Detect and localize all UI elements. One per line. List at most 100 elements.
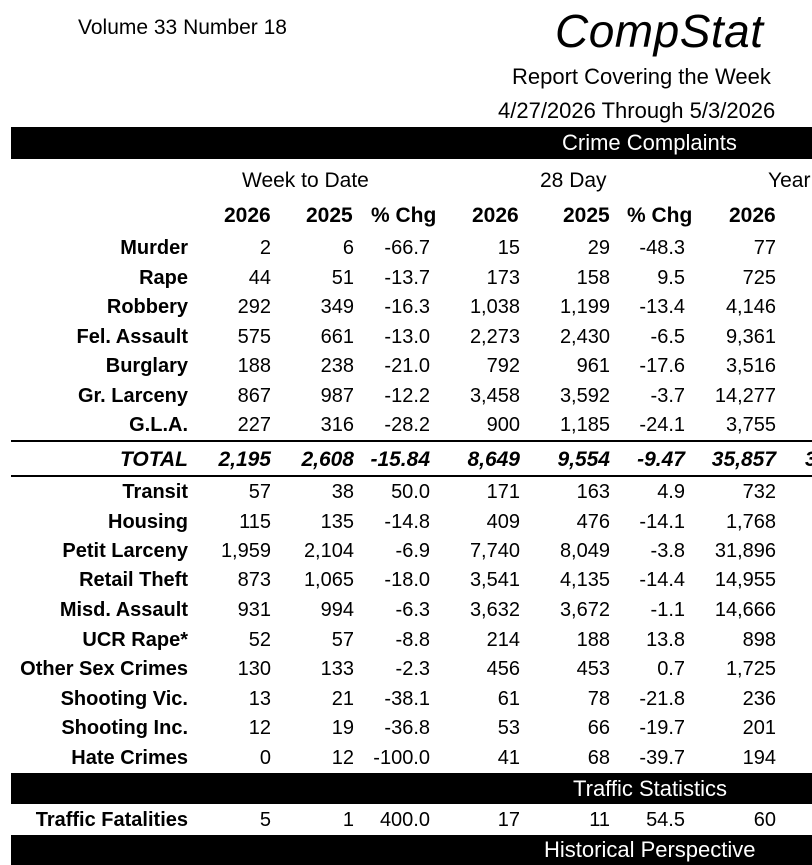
row-value: 2,104: [303, 540, 354, 562]
row-label: Gr. Larceny: [77, 385, 188, 407]
row-value: 2: [259, 237, 271, 259]
row-value: 2,195: [218, 448, 271, 471]
row-value: 476: [576, 511, 610, 533]
row-value: 14,955: [714, 569, 776, 591]
row-value: -1.1: [650, 599, 685, 621]
row-value: 9.5: [657, 267, 685, 289]
row-label: Housing: [108, 511, 188, 533]
row-value: 2,608: [301, 448, 354, 471]
row-value: -18.0: [384, 569, 430, 591]
row-value: -14.1: [639, 511, 685, 533]
row-value: 227: [237, 414, 271, 436]
traffic-statistics-title: Traffic Statistics: [573, 776, 728, 801]
row-value: 14,277: [714, 385, 776, 407]
row-value: 12: [331, 747, 354, 769]
row-value: 3,516: [725, 355, 776, 377]
row-value: 51: [331, 267, 354, 289]
row-value: 171: [486, 481, 520, 503]
compstat-title: CompStat: [555, 5, 764, 57]
row-value: -21.0: [384, 355, 430, 377]
row-value: -38.1: [384, 688, 430, 710]
row-value: 0.7: [657, 658, 685, 680]
row-value: -13.7: [384, 267, 430, 289]
col-week-2025: 2025: [306, 204, 353, 227]
row-value: 135: [320, 511, 354, 533]
row-label: Murder: [120, 237, 188, 259]
row-value: -14.4: [639, 569, 685, 591]
crime-row: Petit Larceny 1,959 2,104 -6.9 7,740 8,049 -3.…: [0, 540, 812, 568]
row-value: 68: [587, 747, 610, 769]
row-value: 3,458: [469, 385, 520, 407]
crime-row: Shooting Vic. 13 21 -38.1 61 78 -21.8 236: [0, 688, 812, 716]
row-value: 4,146: [725, 296, 776, 318]
row-value: 57: [248, 481, 271, 503]
row-value: 575: [237, 326, 271, 348]
row-value: 3,755: [725, 414, 776, 436]
row-value: 1,065: [303, 569, 354, 591]
crime-complaints-title: Crime Complaints: [562, 130, 737, 155]
row-value: -14.8: [384, 511, 430, 533]
row-value: 2,273: [469, 326, 520, 348]
row-value: 29: [587, 237, 610, 259]
historical-perspective-band: Historical Perspective: [11, 835, 812, 865]
row-value: 31,896: [714, 540, 776, 562]
row-value: 931: [237, 599, 271, 621]
row-label: Fel. Assault: [76, 326, 188, 348]
crime-row: Transit 57 38 50.0 171 163 4.9 732: [0, 481, 812, 509]
col-week-pct-chg: % Chg: [371, 204, 437, 227]
report-coverage-label: Report Covering the Week: [512, 64, 771, 89]
crime-row: Rape 44 51 -13.7 173 158 9.5 725: [0, 267, 812, 295]
row-label: Hate Crimes: [71, 747, 188, 769]
traffic-statistics-band: Traffic Statistics: [11, 773, 812, 804]
crime-row: Murder 2 6 -66.7 15 29 -48.3 77: [0, 237, 812, 265]
row-value: 1,038: [469, 296, 520, 318]
row-value: 13.8: [646, 629, 685, 651]
col-year-2026: 2026: [729, 204, 776, 227]
row-value: 1,725: [725, 658, 776, 680]
crime-complaints-band: Crime Complaints: [11, 127, 812, 159]
row-label: Misd. Assault: [59, 599, 188, 621]
row-value: 133: [320, 658, 354, 680]
row-value: 50.0: [391, 481, 430, 503]
row-value: 41: [497, 747, 520, 769]
row-value: 3,541: [469, 569, 520, 591]
row-value: -15.84: [370, 448, 430, 471]
crime-row: UCR Rape* 52 57 -8.8 214 188 13.8 898: [0, 629, 812, 657]
row-value: 13: [248, 688, 271, 710]
row-value: -66.7: [384, 237, 430, 259]
row-label: Shooting Vic.: [60, 688, 188, 710]
row-value: 35,857: [711, 448, 776, 471]
volume-number: Volume 33 Number 18: [78, 16, 287, 39]
total-cutoff-digit: 3: [805, 448, 812, 472]
row-value: -36.8: [384, 717, 430, 739]
row-value: -8.8: [395, 629, 430, 651]
row-value: -28.2: [384, 414, 430, 436]
row-label: Traffic Fatalities: [35, 809, 188, 831]
row-value: 8,049: [559, 540, 610, 562]
row-value: 1,959: [220, 540, 271, 562]
row-value: 9,554: [557, 448, 610, 471]
row-value: 163: [576, 481, 610, 503]
row-value: 52: [248, 629, 271, 651]
row-label: Shooting Inc.: [61, 717, 188, 739]
row-value: 867: [237, 385, 271, 407]
group-28-day: 28 Day: [540, 169, 607, 192]
row-value: 2,430: [559, 326, 610, 348]
total-top-rule: [11, 440, 812, 442]
row-value: 661: [320, 326, 354, 348]
row-value: -24.1: [639, 414, 685, 436]
row-value: 8,649: [467, 448, 520, 471]
row-value: 0: [259, 747, 271, 769]
row-value: 400.0: [379, 809, 430, 831]
row-value: 61: [497, 688, 520, 710]
row-value: 12: [248, 717, 271, 739]
row-value: -48.3: [639, 237, 685, 259]
col-28day-pct-chg: % Chg: [627, 204, 693, 227]
row-value: 1: [342, 809, 354, 831]
row-value: -9.47: [637, 448, 685, 471]
row-label: Rape: [139, 267, 188, 289]
row-label: Burglary: [105, 355, 188, 377]
row-value: 409: [486, 511, 520, 533]
row-value: 4,135: [559, 569, 610, 591]
row-value: 898: [742, 629, 776, 651]
